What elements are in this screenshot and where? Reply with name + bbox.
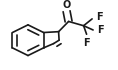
Text: F: F [97,25,104,35]
Text: F: F [96,12,103,22]
Text: O: O [62,0,71,10]
Text: F: F [83,38,89,48]
